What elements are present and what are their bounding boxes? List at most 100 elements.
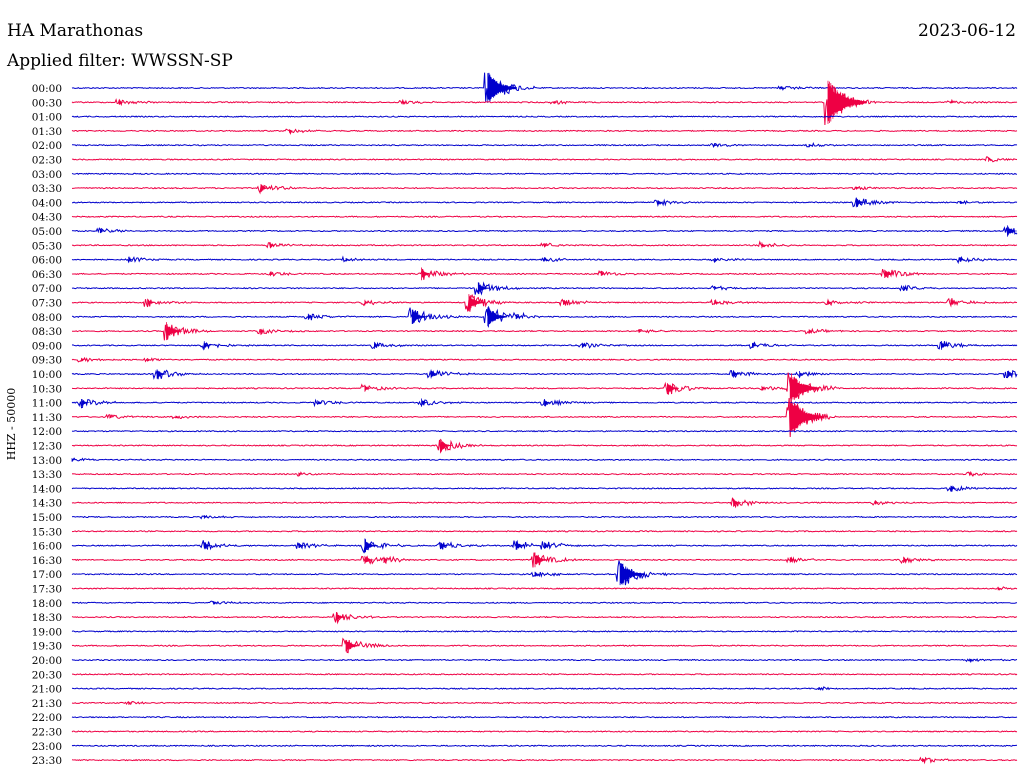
trace-red — [71, 84, 1018, 126]
event-burst — [270, 242, 275, 249]
event-burst — [600, 272, 606, 276]
event-burst — [175, 415, 180, 419]
event-burst — [827, 300, 833, 305]
event-burst — [345, 258, 350, 262]
trace-blue — [71, 600, 1018, 605]
time-label: 04:30 — [32, 212, 62, 224]
time-label: 06:00 — [32, 255, 62, 267]
event-burst — [827, 80, 867, 124]
event-burst — [109, 415, 114, 419]
time-label: 16:30 — [32, 555, 62, 567]
trace-blue — [71, 514, 1018, 520]
trace-red — [71, 439, 1018, 454]
event-burst — [364, 299, 370, 306]
time-label: 20:30 — [32, 669, 62, 681]
event-burst — [959, 257, 965, 262]
event-burst — [534, 552, 548, 568]
event-burst — [487, 73, 517, 103]
date-label: 2023-06-12 — [918, 21, 1016, 41]
event-burst — [855, 186, 861, 190]
trace-red — [71, 586, 1018, 591]
event-burst — [544, 542, 552, 549]
event-burst — [808, 144, 813, 147]
event-burst — [364, 384, 371, 392]
event-burst — [260, 184, 270, 193]
event-burst — [71, 458, 76, 462]
channel-label: HHZ - 50000 — [5, 388, 18, 461]
event-burst — [969, 658, 974, 662]
trace-red — [71, 397, 1018, 438]
event-burst — [270, 271, 275, 277]
trace-blue — [71, 560, 1018, 586]
event-burst — [345, 639, 360, 652]
time-label: 23:00 — [32, 741, 62, 753]
event-burst — [364, 555, 374, 564]
time-label: 14:30 — [32, 498, 62, 510]
trace-red — [71, 293, 1018, 312]
event-burst — [430, 369, 440, 379]
event-burst — [941, 341, 950, 350]
event-burst — [374, 341, 381, 349]
trace-blue — [71, 115, 1018, 118]
event-burst — [581, 342, 587, 349]
trace-red — [71, 530, 1018, 533]
event-burst — [477, 282, 490, 295]
event-burst — [799, 371, 805, 377]
event-burst — [156, 369, 167, 379]
event-burst — [619, 563, 645, 586]
event-burst — [884, 269, 895, 278]
event-burst — [1007, 370, 1016, 378]
event-burst — [128, 256, 134, 263]
event-burst — [752, 342, 759, 348]
seismic-traces — [71, 72, 1018, 765]
event-burst — [307, 313, 315, 320]
trace-blue — [71, 430, 1018, 433]
time-label: 00:30 — [32, 97, 62, 109]
event-burst — [714, 300, 720, 305]
time-label: 22:00 — [32, 712, 62, 724]
time-label: 12:00 — [32, 426, 62, 438]
event-burst — [317, 400, 323, 405]
time-label: 03:00 — [32, 169, 62, 181]
event-burst — [855, 197, 866, 208]
trace-red — [71, 128, 1018, 135]
time-label: 14:00 — [32, 483, 62, 495]
trace-blue — [71, 281, 1018, 296]
trace-blue — [71, 485, 1018, 492]
event-burst — [402, 100, 407, 105]
event-burst — [553, 101, 558, 104]
event-burst — [213, 601, 218, 605]
time-label: 21:00 — [32, 684, 62, 696]
time-label: 06:30 — [32, 269, 62, 281]
event-burst — [638, 329, 643, 333]
time-label: 21:30 — [32, 698, 62, 710]
trace-blue — [71, 340, 1018, 351]
event-burst — [203, 542, 213, 550]
trace-blue — [71, 716, 1018, 719]
event-burst — [761, 242, 767, 249]
trace-red — [71, 156, 1018, 163]
filter-label: Applied filter: WWSSN-SP — [6, 51, 233, 71]
event-burst — [903, 556, 910, 563]
event-burst — [203, 515, 209, 519]
trace-blue — [71, 369, 1018, 380]
time-label: 23:30 — [32, 755, 62, 767]
time-label: 07:00 — [32, 283, 62, 295]
trace-blue — [71, 457, 1018, 462]
time-label: 09:30 — [32, 355, 62, 367]
event-burst — [383, 556, 390, 563]
trace-red — [71, 497, 1018, 509]
event-burst — [298, 543, 305, 548]
event-burst — [1007, 225, 1017, 237]
time-label: 05:00 — [32, 226, 62, 238]
time-label: 03:30 — [32, 183, 62, 195]
trace-blue — [71, 686, 1018, 691]
time-label: 01:00 — [32, 112, 62, 124]
event-burst — [515, 541, 525, 550]
event-burst — [950, 299, 958, 306]
event-burst — [761, 385, 767, 391]
event-burst — [544, 243, 549, 248]
trace-red — [71, 268, 1017, 280]
event-burst — [667, 383, 679, 394]
